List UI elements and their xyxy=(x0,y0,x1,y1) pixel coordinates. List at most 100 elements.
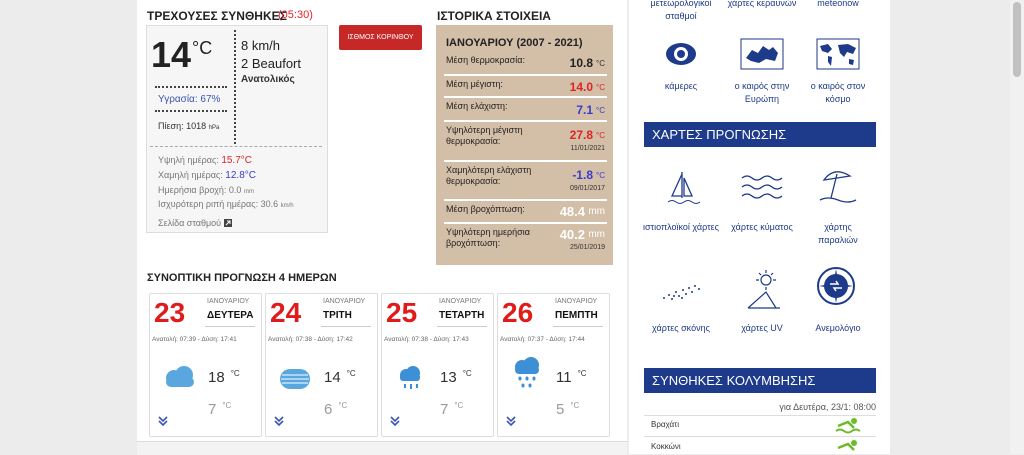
detail-label: Ημερήσια βροχή: 0.0 xyxy=(158,185,242,195)
swim-icon xyxy=(837,440,857,451)
weather-icon xyxy=(400,366,420,389)
unit: °C xyxy=(222,401,232,410)
expand-icon[interactable] xyxy=(274,416,284,426)
section-header: ΧΑΡΤΕΣ ΠΡΟΓΝΩΣΗΣ xyxy=(644,122,876,147)
row-unit: mm xyxy=(588,229,605,240)
history-row: Μέση θερμοκρασία: 10.8 °C xyxy=(444,52,607,76)
row-label: Μέση θερμοκρασία: xyxy=(446,55,525,65)
map-label[interactable]: χάρτης παραλιών xyxy=(818,222,858,245)
beach-icon[interactable] xyxy=(818,166,858,206)
unit: °C xyxy=(346,369,356,378)
link-label[interactable]: ο καιρός στην Ευρώπη xyxy=(734,81,790,104)
row-unit: °C xyxy=(596,171,605,180)
link-text[interactable]: Σελίδα σταθμού xyxy=(158,218,222,228)
link-label[interactable]: meteonow xyxy=(817,0,859,8)
uv-icon[interactable] xyxy=(742,268,782,310)
value: 18 xyxy=(208,369,225,386)
value: 6 xyxy=(324,401,333,418)
pressure-unit: hPa xyxy=(208,125,220,131)
forecast-card[interactable]: 23 ΙΑΝΟΥΑΡΙΟΥ ΔΕΥΤΕΡΑ Ανατολή: 07:39 - Δύσ… xyxy=(149,293,262,437)
link-label[interactable]: ο καιρός στον κόσμο xyxy=(810,81,866,104)
unit: °C xyxy=(230,369,240,378)
wave-icon[interactable] xyxy=(740,172,784,202)
history-row: Χαμηλότερη ελάχιστη θερμοκρασία: -1.8 °C 09… xyxy=(444,162,607,201)
sailing-icon[interactable] xyxy=(664,168,700,208)
section-header: ΣΥΝΘΗΚΕΣ ΚΟΛΥΜΒΗΣΗΣ xyxy=(644,368,876,393)
wind-speed: 8 km/h xyxy=(241,38,281,53)
detail-label: Υψηλή ημέρας: xyxy=(158,155,219,165)
forecast-card[interactable]: 26 ΙΑΝΟΥΑΡΙΟΥ ΠΕΜΠΤΗ Ανατολή: 07:37 - Δύση… xyxy=(497,293,610,437)
row-label: Μέση μέγιστη: xyxy=(446,79,503,89)
value: 7 xyxy=(208,401,217,418)
row-label: Μέση βροχόπτωση: xyxy=(446,204,525,214)
row-unit: °C xyxy=(596,131,605,140)
high-temp: 13 °C xyxy=(440,369,472,386)
dust-icon[interactable] xyxy=(660,280,704,304)
link-icon xyxy=(223,219,232,227)
high-temp: 18 °C xyxy=(208,369,240,386)
high-temp: 11 °C xyxy=(556,369,587,386)
day-number: 26 xyxy=(502,297,534,328)
weather-icon xyxy=(515,357,539,388)
map-label[interactable]: Ανεμολόγιο xyxy=(815,323,861,333)
month: ΙΑΝΟΥΑΡΙΟΥ xyxy=(555,298,598,305)
day-number: 23 xyxy=(154,297,186,328)
station-link[interactable]: Σελίδα σταθμού xyxy=(158,218,232,228)
value: 7 xyxy=(440,401,449,418)
map-label[interactable]: χάρτες UV xyxy=(741,323,783,333)
detail-unit: km/h xyxy=(280,203,294,209)
europe-icon[interactable] xyxy=(740,38,784,70)
forecast-card[interactable]: 25 ΙΑΝΟΥΑΡΙΟΥ ΤΕΤΑΡΤΗ Ανατολή: 07:38 - Δύσ… xyxy=(381,293,494,437)
unit: °C xyxy=(338,401,348,410)
wind-rose-icon[interactable] xyxy=(816,266,856,306)
map-label[interactable]: ιστιοπλοϊκοί χάρτες xyxy=(642,222,720,232)
expand-icon[interactable] xyxy=(390,416,400,426)
section-title: ΣΥΝΟΠΤΙΚΗ ΠΡΟΓΝΩΣΗ 4 ΗΜΕΡΩΝ xyxy=(147,272,337,284)
map-label[interactable]: χάρτες κύματος xyxy=(731,222,793,232)
wind-direction: Ανατολικός xyxy=(241,74,295,85)
row-label: Μέση ελάχιστη: xyxy=(446,101,508,111)
weather-icon xyxy=(166,366,194,387)
scroll-thumb[interactable] xyxy=(1013,2,1021,77)
row-label: Υψηλότερη ημερήσια βροχόπτωση: xyxy=(446,227,530,248)
unit: °C xyxy=(577,369,587,378)
map-label[interactable]: χάρτες σκόνης xyxy=(652,323,710,333)
station-button[interactable]: ΙΣΘΜΟΣ ΚΟΡΙΝΘΟΥ xyxy=(339,25,422,50)
expand-icon[interactable] xyxy=(158,416,168,426)
sun-times: Ανατολή: 07:38 - Δύση: 17:43 xyxy=(384,336,469,343)
camera-icon[interactable] xyxy=(664,38,698,70)
detail-value: 12.8°C xyxy=(225,170,256,181)
detail-gust: Ισχυρότερη ριπή ημέρας: 30.6 km/h xyxy=(158,199,294,209)
expand-icon[interactable] xyxy=(506,416,516,426)
link-label[interactable]: χάρτες κεραυνών xyxy=(727,0,797,8)
link-label[interactable]: κάμερες xyxy=(664,81,698,91)
row-unit: °C xyxy=(596,106,605,115)
forecast-card[interactable]: 24 ΙΑΝΟΥΑΡΙΟΥ ΤΡΙΤΗ Ανατολή: 07:38 - Δύση:… xyxy=(265,293,378,437)
history-row: Μέση ελάχιστη: 7.1 °C xyxy=(444,98,607,122)
detail-rain: Ημερήσια βροχή: 0.0 mm xyxy=(158,185,254,195)
unit: °C xyxy=(462,369,472,378)
temp-unit: °C xyxy=(192,38,213,58)
detail-value: 15.7°C xyxy=(221,155,252,166)
update-time: (05:30) xyxy=(278,9,313,21)
day-name: ΔΕΥΤΕΡΑ xyxy=(207,310,254,321)
divider xyxy=(155,110,227,112)
beach-name[interactable]: Βραχάτι xyxy=(651,420,680,429)
divider xyxy=(644,415,876,416)
day-number: 24 xyxy=(270,297,302,328)
unit: °C xyxy=(570,401,580,410)
value: 13 xyxy=(440,369,457,386)
row-date: 25/01/2019 xyxy=(569,244,605,251)
pressure: Πίεση: 1018 hPa xyxy=(158,121,219,131)
row-value: 27.8 xyxy=(569,128,593,142)
low-temp: 6 °C xyxy=(324,401,347,418)
current-temp: 14 xyxy=(151,34,192,75)
row-label: Χαμηλότερη ελάχιστη θερμοκρασία: xyxy=(446,165,532,186)
link-label[interactable]: μετεωρολογικοί σταθμοί xyxy=(650,0,712,21)
world-icon[interactable] xyxy=(816,38,860,70)
month: ΙΑΝΟΥΑΡΙΟΥ xyxy=(439,298,482,305)
section-title: ΙΣΤΟΡΙΚΑ ΣΤΟΙΧΕΙΑ xyxy=(437,9,551,23)
divider xyxy=(150,146,322,147)
beach-name[interactable]: Κοκκώνι xyxy=(651,442,681,451)
